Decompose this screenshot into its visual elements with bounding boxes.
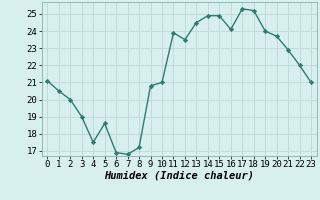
X-axis label: Humidex (Indice chaleur): Humidex (Indice chaleur): [104, 171, 254, 181]
